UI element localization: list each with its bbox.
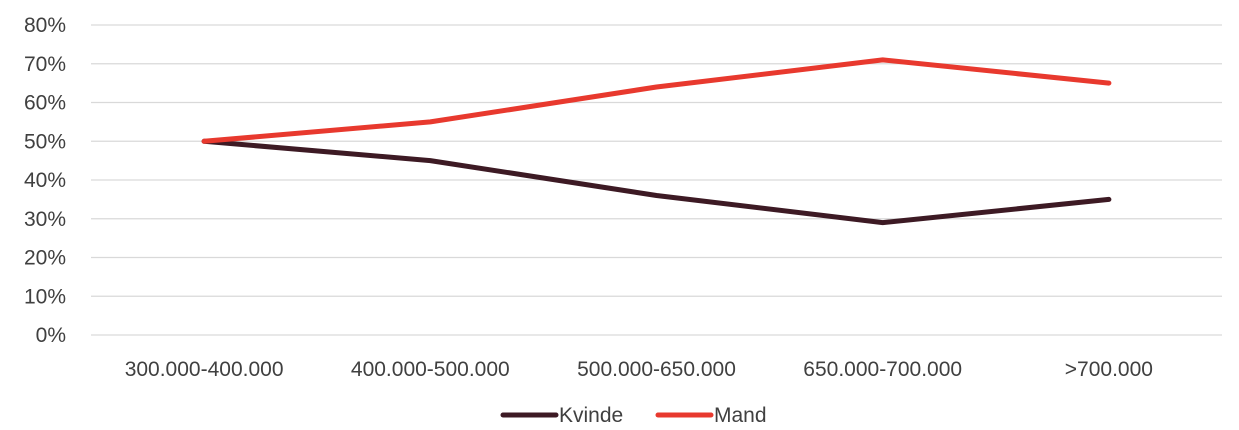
gridlines (91, 24, 1222, 336)
series-line-kvinde (201, 138, 1112, 226)
y-tick-label: 70% (24, 53, 66, 76)
y-axis: 0% 10% 20% 30% 40% 50% 60% 70% 80% (24, 14, 66, 347)
legend-label-kvinde: Kvinde (559, 404, 623, 427)
y-tick-label: 60% (24, 92, 66, 115)
y-tick-label: 80% (24, 14, 66, 37)
legend: Kvinde Mand (500, 404, 767, 427)
x-tick-label: >700.000 (1065, 358, 1153, 381)
x-tick-label: 650.000-700.000 (803, 358, 962, 381)
y-tick-label: 20% (24, 247, 66, 270)
y-tick-label: 40% (24, 169, 66, 192)
series-line-mand (201, 57, 1112, 144)
x-axis: 300.000-400.000 400.000-500.000 500.000-65… (125, 358, 1153, 381)
y-tick-label: 0% (36, 324, 66, 347)
y-tick-label: 10% (24, 285, 66, 308)
legend-label-mand: Mand (714, 404, 767, 427)
x-tick-label: 400.000-500.000 (351, 358, 510, 381)
x-tick-label: 500.000-650.000 (577, 358, 736, 381)
x-tick-label: 300.000-400.000 (125, 358, 284, 381)
y-tick-label: 30% (24, 208, 66, 231)
series-lines (201, 57, 1112, 226)
y-tick-label: 50% (24, 130, 66, 153)
